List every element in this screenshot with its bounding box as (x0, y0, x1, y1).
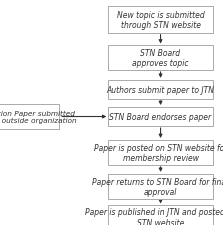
Text: Paper returns to STN Board for final
approval: Paper returns to STN Board for final app… (93, 177, 223, 196)
FancyBboxPatch shape (108, 205, 213, 225)
Text: Paper is posted on STN website for
membership review: Paper is posted on STN website for membe… (94, 143, 223, 163)
Text: STN Board
approves topic: STN Board approves topic (132, 49, 189, 68)
FancyBboxPatch shape (108, 7, 213, 34)
FancyBboxPatch shape (0, 105, 59, 129)
Text: STN Board endorses paper: STN Board endorses paper (109, 112, 212, 122)
FancyBboxPatch shape (108, 80, 213, 99)
Text: Paper is published in JTN and posted on
STN website: Paper is published in JTN and posted on … (85, 207, 223, 225)
Text: Position Paper submitted
from outside organization: Position Paper submitted from outside or… (0, 110, 76, 124)
FancyBboxPatch shape (108, 141, 213, 165)
Text: Authors submit paper to JTN: Authors submit paper to JTN (107, 86, 215, 94)
FancyBboxPatch shape (108, 108, 213, 126)
FancyBboxPatch shape (108, 46, 213, 71)
FancyBboxPatch shape (108, 174, 213, 199)
Text: New topic is submitted
through STN website: New topic is submitted through STN websi… (117, 11, 204, 30)
